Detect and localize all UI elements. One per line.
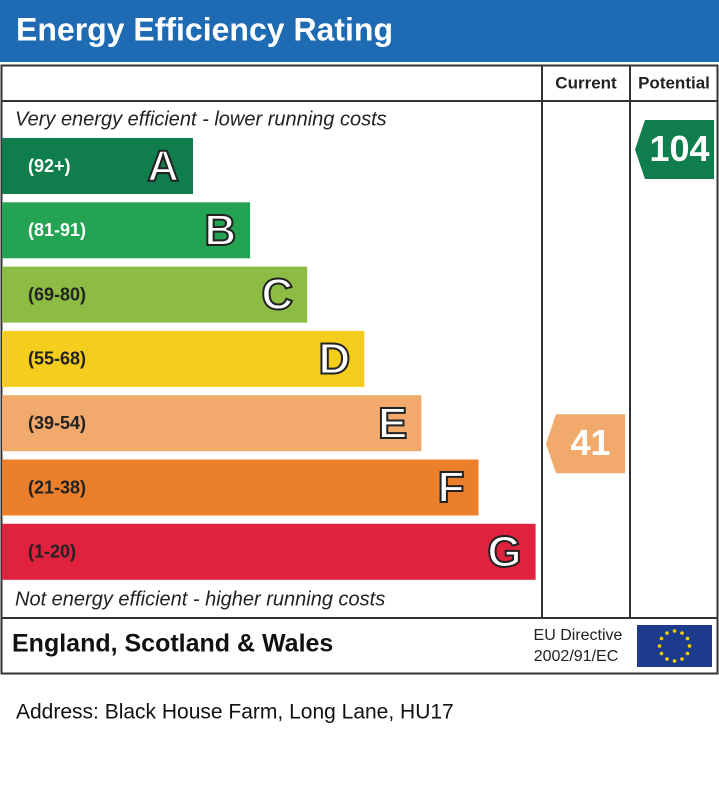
band-letter: F [438, 463, 465, 512]
band-bar [2, 523, 536, 580]
rating-arrow [546, 414, 625, 474]
eu-star [685, 651, 690, 656]
band-letter: C [261, 270, 293, 319]
eu-star [657, 644, 662, 648]
band-bar [2, 459, 479, 516]
band-letter: B [204, 206, 236, 255]
band-letter: A [147, 142, 179, 191]
band-range: (39-54) [28, 413, 86, 433]
band-range: (55-68) [28, 349, 86, 369]
band-letter: G [487, 527, 521, 576]
eu-star [680, 657, 684, 661]
band-bar [2, 266, 308, 323]
band-range: (21-38) [28, 477, 86, 497]
band-range: (1-20) [28, 542, 76, 562]
frame [0, 64, 719, 675]
eu-star [665, 631, 669, 635]
address: Address: Black House Farm, Long Lane, HU… [16, 701, 454, 724]
band-bar [2, 395, 422, 452]
band-range: (69-80) [28, 284, 86, 304]
title-bar [0, 0, 719, 62]
column-header: Current [555, 73, 617, 92]
column-header: Potential [638, 73, 710, 92]
band-letter: E [378, 399, 407, 448]
band-letter: D [319, 335, 351, 384]
eu-star [665, 657, 669, 661]
band-bar [2, 330, 365, 387]
band-range: (92+) [28, 156, 71, 176]
eu-star [680, 631, 684, 635]
region: England, Scotland & Wales [12, 630, 333, 658]
rating-value: 41 [570, 422, 610, 463]
band-range: (81-91) [28, 220, 86, 240]
eu-stars [657, 629, 692, 663]
directive: EU Directive [534, 627, 623, 644]
directive: 2002/91/EC [534, 648, 619, 665]
chart-title: Energy Efficiency Rating [16, 11, 393, 47]
eu-star [659, 636, 664, 641]
band-bar [2, 202, 251, 259]
rating-value: 104 [649, 128, 709, 169]
eu-star [672, 659, 677, 663]
eu-star [659, 651, 664, 656]
top-note: Very energy efficient - lower running co… [15, 108, 387, 130]
eu-star [687, 644, 692, 648]
eu-star [672, 629, 677, 633]
bottom-note: Not energy efficient - higher running co… [15, 588, 385, 610]
rating-arrow [635, 120, 714, 179]
eu-star [685, 636, 690, 641]
band-bar [2, 138, 193, 194]
